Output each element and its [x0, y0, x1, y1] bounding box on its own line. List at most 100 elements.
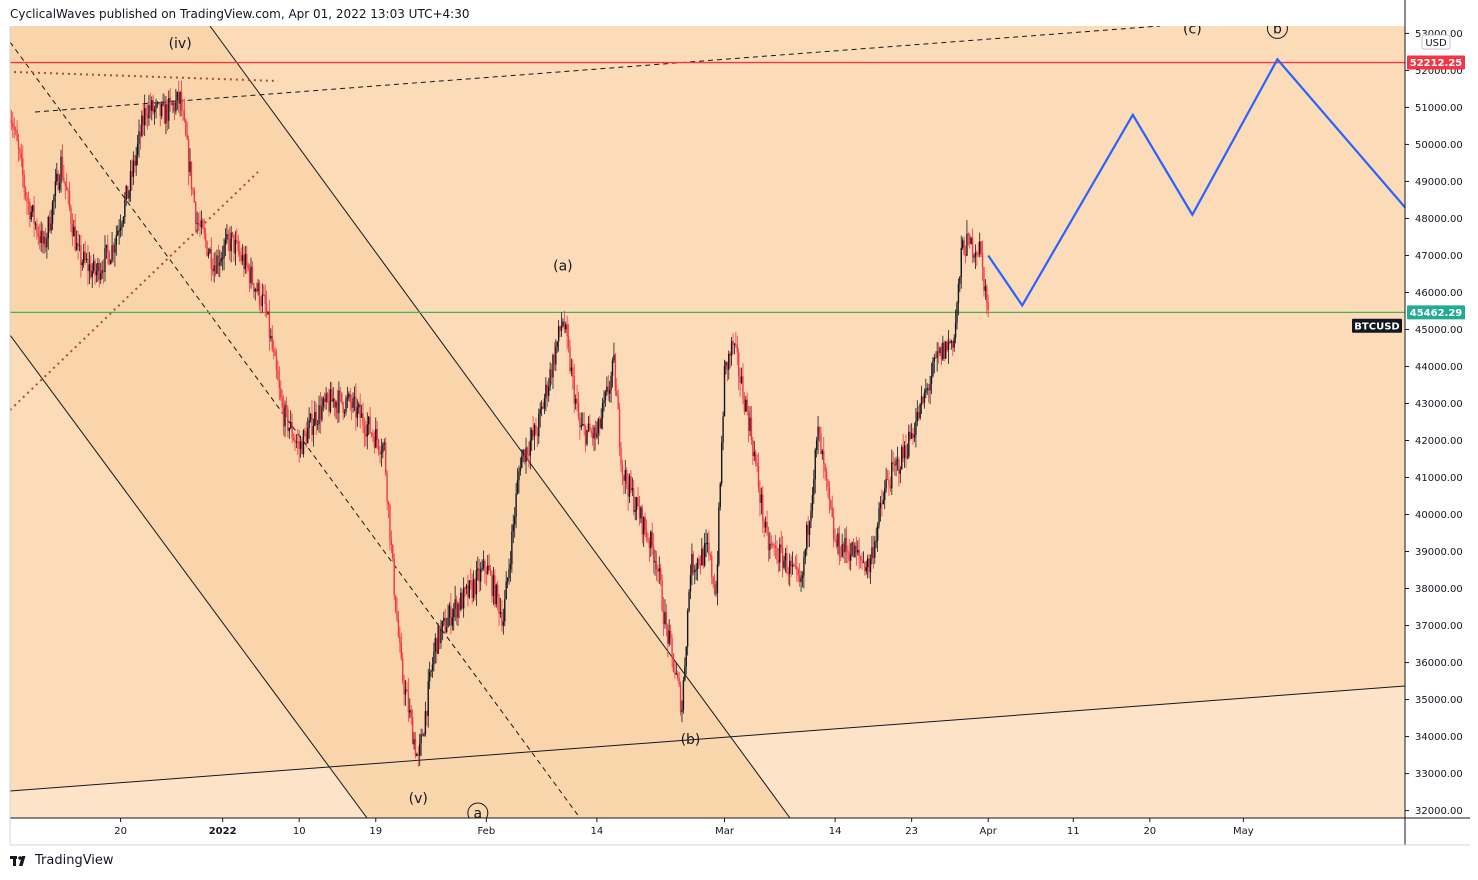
candle	[560, 312, 563, 337]
candle	[392, 544, 394, 563]
candle-body	[280, 388, 282, 398]
candle	[287, 405, 289, 438]
candle-body	[974, 252, 977, 257]
candle-body	[925, 390, 927, 393]
candle	[587, 416, 590, 433]
candle-body	[390, 540, 393, 545]
candle	[918, 406, 920, 422]
candle	[281, 389, 283, 414]
candle	[645, 519, 648, 543]
candle-body	[343, 412, 346, 414]
y-tick-label: 38000.00	[1415, 584, 1463, 595]
candle	[304, 427, 306, 437]
candle-body	[923, 392, 926, 403]
candle	[253, 282, 255, 299]
candle	[669, 624, 672, 645]
candle-body	[814, 449, 816, 480]
candle	[108, 250, 110, 266]
candle-body	[753, 451, 755, 457]
candle-body	[53, 195, 55, 203]
candle-body	[356, 407, 359, 418]
candle	[375, 417, 377, 449]
candle	[916, 400, 919, 427]
candle-body	[969, 234, 971, 244]
candle-body	[255, 288, 258, 292]
candle	[876, 522, 879, 553]
candle-body	[677, 673, 679, 679]
candle-body	[671, 638, 673, 654]
candle-body	[937, 351, 940, 353]
candle-body	[393, 558, 395, 596]
candle-body	[143, 108, 146, 126]
candle-body	[915, 421, 917, 435]
candle	[719, 481, 721, 511]
candle	[478, 559, 480, 593]
candle-body	[244, 253, 247, 270]
candle-body	[932, 361, 934, 377]
candle	[109, 259, 112, 265]
candle-body	[413, 738, 415, 745]
candle-body	[121, 223, 123, 228]
channel-upper-line	[209, 26, 791, 818]
candle	[104, 235, 106, 282]
x-tick-label: 23	[905, 826, 918, 837]
candle-body	[50, 223, 52, 231]
candle-body	[613, 354, 615, 361]
candle	[29, 198, 31, 228]
candle-body	[206, 241, 208, 256]
candle-body	[411, 716, 414, 745]
symbol-tag-label: BTCUSD	[1354, 321, 1399, 332]
candle-body	[448, 605, 451, 618]
candle-body	[893, 464, 896, 466]
candle	[506, 577, 509, 589]
candle-body	[168, 98, 170, 121]
candle-body	[633, 488, 635, 512]
candle	[851, 541, 853, 557]
candle-body	[172, 103, 174, 105]
candle	[501, 600, 503, 632]
candle	[976, 250, 978, 267]
candle-body	[531, 430, 533, 441]
candle-body	[892, 462, 894, 465]
candle	[75, 230, 78, 251]
candle-body	[896, 459, 899, 461]
candle-body	[825, 471, 828, 480]
candle	[763, 518, 765, 538]
candle	[226, 224, 228, 244]
candle-body	[502, 621, 505, 626]
candle	[583, 412, 585, 436]
candle	[574, 394, 577, 410]
candle	[828, 480, 831, 514]
candle-body	[956, 302, 958, 323]
candle-body	[635, 497, 638, 510]
candle-body	[254, 288, 256, 292]
candle	[94, 258, 96, 285]
candle	[54, 168, 57, 209]
candle	[44, 228, 47, 253]
candle	[345, 395, 347, 416]
candle-body	[987, 302, 989, 310]
candle-body	[891, 462, 893, 489]
candle	[367, 415, 370, 436]
candle-body	[542, 406, 544, 409]
candle-body	[489, 570, 492, 574]
candle-body	[319, 405, 322, 420]
candle	[342, 401, 344, 420]
candle	[787, 566, 790, 585]
candle-body	[12, 122, 14, 128]
candle	[34, 221, 37, 230]
candle-body	[927, 387, 930, 391]
candle	[433, 642, 435, 672]
candle	[848, 539, 850, 570]
candle-body	[759, 487, 761, 503]
candle-body	[87, 258, 89, 272]
candle-body	[499, 611, 502, 615]
candle	[658, 556, 660, 584]
dotted-resistance-line	[13, 71, 279, 82]
candle-body	[922, 396, 924, 403]
candle	[865, 560, 867, 575]
candle-body	[716, 564, 719, 593]
candle-body	[346, 397, 349, 399]
candle	[526, 446, 529, 460]
